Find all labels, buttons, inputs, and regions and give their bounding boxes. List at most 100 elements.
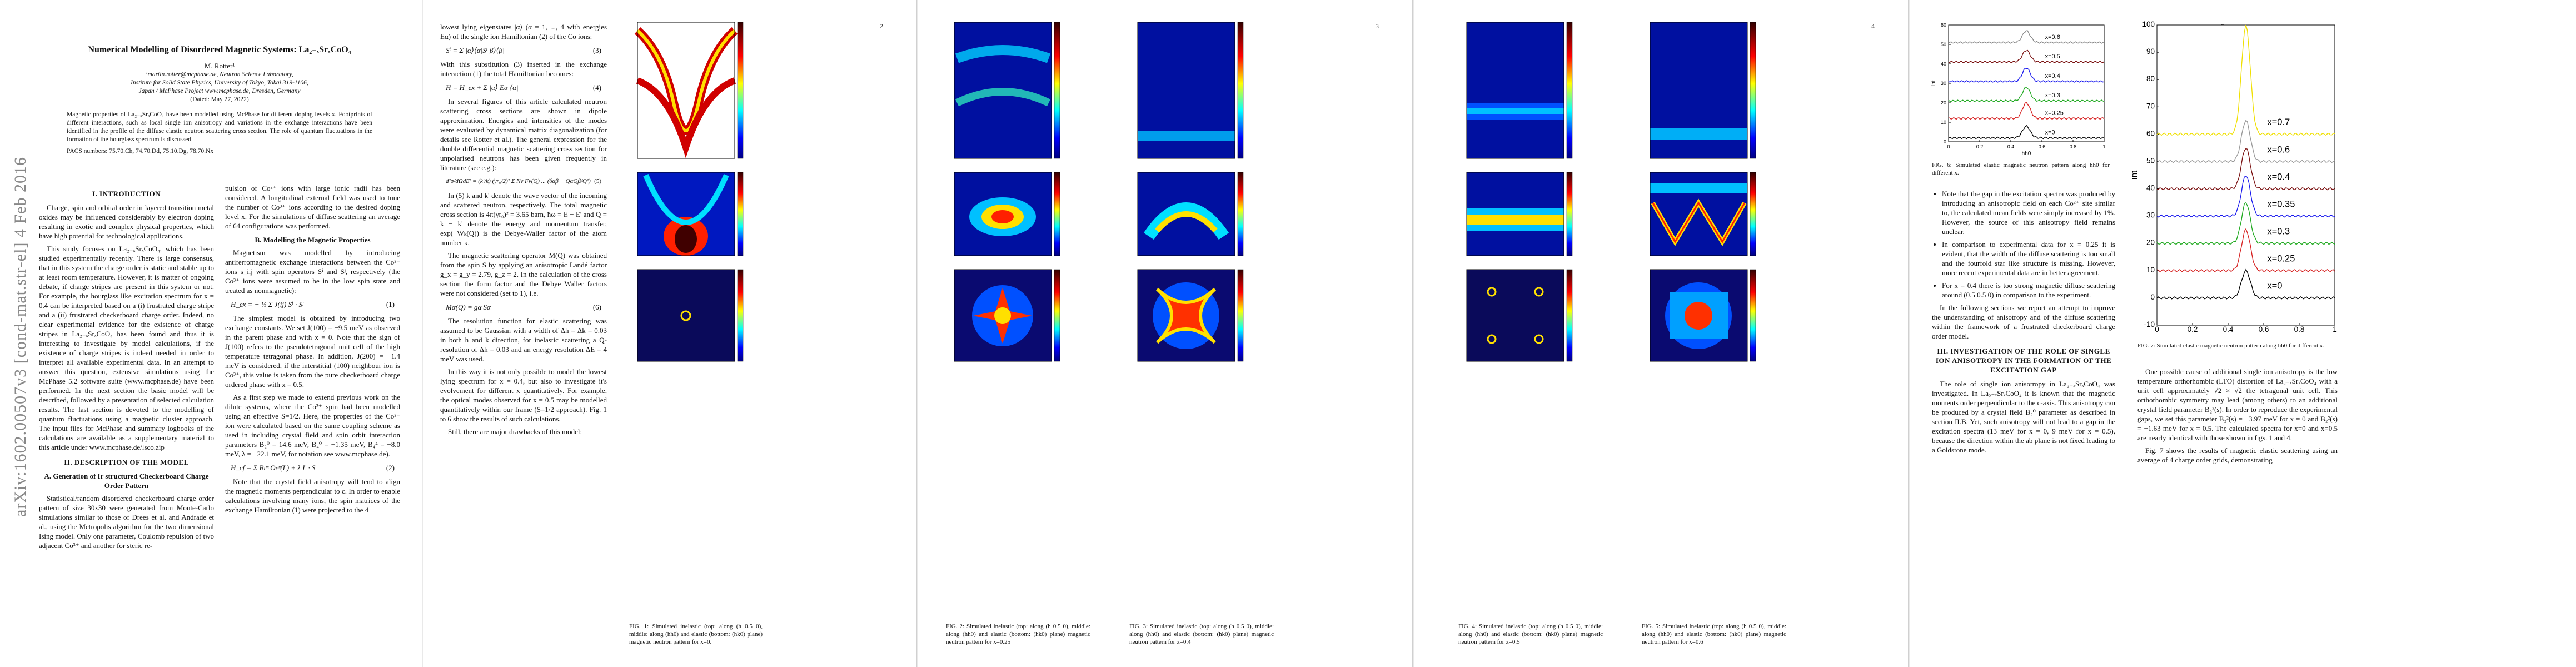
page-number: 2	[880, 22, 883, 30]
x-tick-label: 0	[2155, 325, 2159, 334]
paragraph: One possible cause of additional single …	[2137, 367, 2338, 442]
fig7-caption: FIG. 7: Simulated elastic magnetic neutr…	[2137, 342, 2325, 349]
fig2-middle-panel	[954, 172, 1060, 256]
list-item: In comparison to experimental data for x…	[1942, 240, 2115, 277]
equation-6: Mα(Q) = gα Sα (6)	[446, 303, 601, 311]
x-tick-label: 0.6	[2039, 144, 2046, 150]
fig5-caption: FIG. 5: Simulated inelastic (top: along …	[1642, 623, 1786, 645]
paragraph: Still, there are major drawbacks of this…	[448, 427, 582, 436]
equation-5: d²σ/dΩdE' = (k'/k) (γr₀/2)² Σ Nν Fν(Q) .…	[446, 178, 601, 185]
paragraph: pulsion of Co²⁺ ions with large ionic ra…	[225, 184, 400, 230]
page-5: 5 00.20.40.60.810102030405060Inthh0x=0x=…	[1910, 0, 2576, 667]
abstract: Magnetic properties of La₂₋ₓSrₓCoO₄ have…	[67, 111, 372, 143]
series-line	[1948, 87, 2105, 102]
series-label: x=0.25	[2267, 254, 2295, 264]
x-tick-label: 0	[1947, 144, 1950, 150]
paragraph: Note that the crystal field anisotropy w…	[225, 477, 400, 514]
series-label: x=0.6	[2045, 34, 2060, 41]
series-label: x=0.3	[2045, 92, 2060, 99]
equation-3: Sⁱ = Σ |α⟩⟨α|Sⁱ|β⟩⟨β| (3)	[446, 46, 601, 54]
fig6-caption: FIG. 6: Simulated elastic magnetic neutr…	[1932, 162, 2110, 176]
series-label: x=0.7	[2267, 117, 2290, 127]
page-1: arXiv:1602.00507v3 [cond-mat.str-el] 4 F…	[0, 0, 422, 667]
page-4: 4 FIG. 4: Simulated inelastic (top: alon…	[1414, 0, 1909, 667]
fig1-top-panel	[634, 22, 744, 159]
series-label: x=0.5	[2045, 53, 2060, 60]
x-tick-label: 0.4	[2007, 144, 2015, 150]
fig5-top-panel	[1650, 22, 1756, 159]
series-label: x=0	[2267, 281, 2282, 291]
page-number: 3	[1376, 22, 1379, 30]
fig6-chart: 0 0.2 0.4 0.6 0.8 10102030405060Inthh0x=0x=0.…	[1931, 22, 2106, 157]
series-label: x=0.35	[2267, 199, 2295, 209]
x-axis-label: hh0	[2022, 151, 2031, 157]
y-tick-label: 60	[2146, 129, 2155, 137]
series-label: x=0.25	[2045, 110, 2064, 117]
fig4-top-panel	[1466, 22, 1573, 159]
series-line	[2156, 148, 2335, 191]
fig5-middle-panel	[1650, 172, 1756, 256]
x-tick-label: 1	[2333, 325, 2337, 334]
column-text: lowest lying eigenstates |α⟩ (α = 1, ...…	[440, 22, 607, 440]
y-tick-label: 10	[1941, 120, 1946, 125]
plot-area	[2156, 24, 2335, 326]
pacs: PACS numbers: 75.70.Ch, 74.70.Dd, 75.10.…	[67, 148, 214, 155]
series-line	[1948, 49, 2105, 63]
fig3-middle-panel	[1137, 172, 1244, 256]
fig4-caption: FIG. 4: Simulated inelastic (top: along …	[1458, 623, 1603, 645]
fig1-middle-panel	[637, 172, 744, 256]
x-tick-label: 0.4	[2223, 325, 2234, 334]
x-tick-label: 0.2	[1976, 144, 1984, 150]
series-label: x=0.4	[2267, 172, 2290, 182]
section-model: II. DESCRIPTION OF THE MODEL	[64, 458, 189, 466]
y-tick-label: 30	[1941, 81, 1946, 86]
fig3-bottom-panel	[1137, 269, 1244, 362]
affiliation-1: ¹martin.rotter@mcphase.de, Neutron Scien…	[146, 71, 293, 78]
author: M. Rotter¹	[204, 62, 235, 70]
series-line	[2156, 24, 2335, 136]
paragraph: Statistical/random disordered checkerboa…	[39, 494, 214, 550]
x-tick-label: 0.6	[2259, 325, 2269, 334]
series-line	[2156, 228, 2335, 272]
series-line	[1948, 30, 2105, 44]
paragraph: Charge, spin and orbital order in layere…	[39, 203, 214, 240]
fig3-top-panel	[1137, 22, 1244, 159]
fig1-caption: FIG. 1: Simulated inelastic (top: along …	[629, 623, 763, 645]
y-tick-label: 50	[1941, 42, 1946, 47]
affiliation-3: Japan / McPhase Project www.mcphase.de, …	[138, 88, 301, 94]
paragraph: In the following sections we report an a…	[1932, 303, 2115, 340]
fig4-middle-panel	[1466, 172, 1573, 256]
affiliation-2: Institute for Solid State Physics, Unive…	[131, 79, 308, 86]
column-text-2: One possible cause of additional single …	[2137, 367, 2338, 468]
fig2-top-panel	[954, 22, 1060, 159]
arxiv-stamp: arXiv:1602.00507v3 [cond-mat.str-el] 4 F…	[11, 157, 29, 517]
y-tick-label: 40	[2146, 184, 2155, 192]
page-2: 2 lowest lying eigenstates |α⟩ (α = 1, .…	[423, 0, 917, 667]
page-3: 3 FIG. 2: Simulated inelastic (top: alon…	[918, 0, 1413, 667]
x-tick-label: 0.2	[2188, 325, 2198, 334]
fig2-caption: FIG. 2: Simulated inelastic (top: along …	[946, 623, 1090, 645]
y-tick-label: 0	[2150, 293, 2155, 301]
y-axis-label: Int	[2132, 170, 2139, 180]
column-text: Note that the gap in the excitation spec…	[1932, 189, 2115, 458]
fig4-bottom-panel	[1466, 269, 1573, 362]
series-line	[1948, 102, 2105, 120]
y-tick-label: 60	[1941, 22, 1946, 28]
paragraph: Fig. 7 shows the results of magnetic ela…	[2137, 446, 2338, 464]
date: (Dated: May 27, 2022)	[190, 96, 249, 103]
y-tick-label: 20	[2146, 238, 2155, 247]
series-label: x=0	[2045, 130, 2055, 136]
y-tick-label: -10	[2144, 320, 2155, 328]
list-item: Note that the gap in the excitation spec…	[1942, 189, 2115, 236]
y-axis-label: Int	[1931, 80, 1937, 86]
y-tick-label: 80	[2146, 74, 2155, 83]
column-1: I. INTRODUCTION Charge, spin and orbital…	[39, 183, 214, 554]
paragraph: This study focuses on La₂₋ₓSrₓCoO₄, whic…	[39, 245, 214, 451]
y-tick-label: 10	[2146, 266, 2155, 274]
title-block: Numerical Modelling of Disordered Magnet…	[39, 44, 400, 156]
x-tick-label: 0.8	[2294, 325, 2305, 334]
paragraph: The role of single ion anisotropy in La₂…	[1932, 380, 2115, 454]
column-2: pulsion of Co²⁺ ions with large ionic ra…	[225, 183, 400, 518]
series-line	[1948, 125, 2105, 140]
y-tick-label: 30	[2146, 211, 2155, 220]
